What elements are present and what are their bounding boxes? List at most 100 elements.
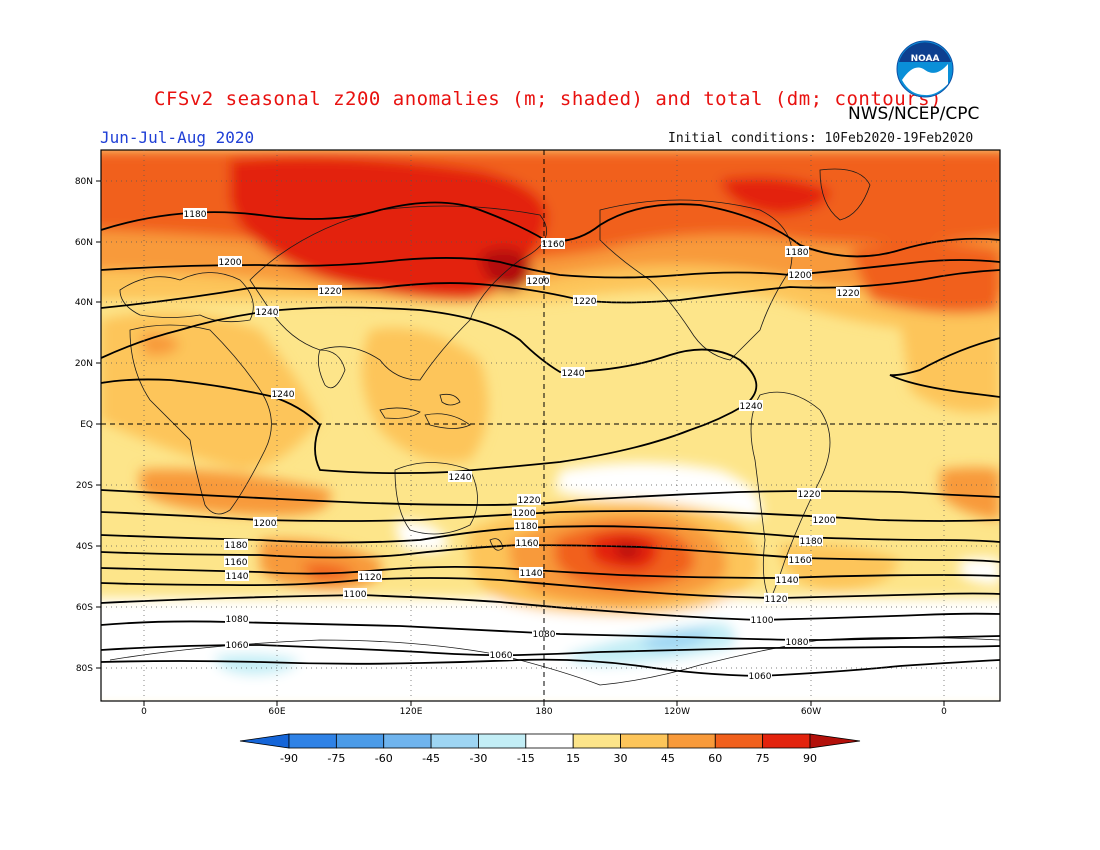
contour-label-bg (775, 574, 799, 585)
colorbar-label: 30 (614, 752, 628, 765)
contour-label-bg (448, 471, 472, 482)
contour-label-bg (788, 554, 812, 565)
initial-conditions-label: Initial conditions: 10Feb2020-19Feb2020 (668, 131, 974, 146)
height-contours (101, 201, 1000, 677)
contour-label: 1160 (542, 240, 565, 250)
contour-label: 1120 (765, 595, 788, 605)
contour-label-bg (526, 275, 550, 286)
contour-label-bg (739, 400, 763, 411)
colorbar-label: -30 (469, 752, 487, 765)
contour-label: 1180 (786, 248, 809, 258)
colorbar-label: 45 (661, 752, 675, 765)
colorbar-label: 15 (566, 752, 580, 765)
lon-label: 180 (535, 707, 552, 717)
contour-label-bg (224, 539, 248, 550)
contour-label-bg (512, 507, 536, 518)
colorbar-swatch (714, 733, 764, 749)
contour-label: 1200 (219, 258, 242, 268)
contour-label-bg (541, 238, 565, 249)
colorbar-swatch (620, 733, 669, 749)
contour-label-bg (224, 556, 248, 567)
contour-label: 1220 (837, 289, 860, 299)
colorbar-swatch (383, 733, 432, 749)
colorbar-arrow-low (239, 733, 290, 749)
plot-frame (100, 149, 1001, 702)
contour-label-bg (489, 649, 513, 660)
colorbar-label: 90 (803, 752, 817, 765)
contour-label: 1180 (800, 537, 823, 547)
contour-label-bg (183, 208, 207, 219)
contour-label-bg (343, 588, 367, 599)
colorbar-swatch (335, 733, 385, 749)
contour-label-bg (271, 388, 295, 399)
lat-label: 20S (76, 481, 93, 491)
contour-label: 1200 (789, 271, 812, 281)
colorbar-swatch (478, 733, 527, 749)
lon-label: 0 (941, 707, 947, 717)
contour-label-bg (797, 488, 821, 499)
chart-title: CFSv2 seasonal z200 anomalies (m; shaded… (154, 88, 942, 110)
contour-label: 1160 (516, 539, 539, 549)
lon-label: 60E (268, 707, 285, 717)
noaa-logo-text: NOAA (911, 54, 940, 64)
contour-label: 1100 (751, 616, 774, 626)
contour-label-bg (812, 514, 836, 525)
lon-label: 120W (664, 707, 690, 717)
contour-label-bg (573, 295, 597, 306)
contour-label: 1200 (813, 516, 836, 526)
contour-label-bg (785, 246, 809, 257)
lon-label: 120E (400, 707, 423, 717)
contour-label: 1140 (226, 572, 249, 582)
contour-label-bg (255, 306, 279, 317)
contour-label: 1220 (518, 496, 541, 506)
agency-label: NWS/NCEP/CPC (848, 104, 980, 124)
contour-label-bg (515, 537, 539, 548)
contour-label-bg (750, 614, 774, 625)
contour-label-bg (561, 367, 585, 378)
contour-label: 1200 (254, 519, 277, 529)
contour-label-bg (514, 520, 538, 531)
colorbar-label: -60 (375, 752, 393, 765)
noaa-logo-icon: NOAA (896, 40, 954, 98)
lat-label: 80S (76, 664, 93, 674)
contour-label: 1060 (226, 641, 249, 651)
lon-label: 0 (141, 707, 147, 717)
colorbar-swatch (572, 733, 621, 749)
graticule (101, 150, 1000, 701)
contour-label: 1120 (359, 573, 382, 583)
colorbar-label: -15 (517, 752, 535, 765)
lat-label: 60S (76, 603, 93, 613)
contour-label-bg (358, 571, 382, 582)
contour-label-bg (785, 636, 809, 647)
contour-label-bg (225, 613, 249, 624)
contour-label-bg (748, 670, 772, 681)
lat-label: EQ (80, 420, 93, 430)
colorbar-label: 75 (756, 752, 770, 765)
contour-label: 1220 (319, 287, 342, 297)
contour-label: 1140 (776, 576, 799, 586)
contour-labels: 1180 1200 1220 1240 1240 1160 1200 1220 1240 1240… (183, 208, 860, 682)
colorbar-label: -45 (422, 752, 440, 765)
contour-label: 1200 (513, 509, 536, 519)
colorbar-swatch (667, 733, 716, 749)
contour-label: 1180 (515, 522, 538, 532)
lon-label: 60W (801, 707, 821, 717)
contour-label: 1220 (798, 490, 821, 500)
contour-label-bg (318, 285, 342, 296)
contour-label-bg (517, 494, 541, 505)
latitude-axis: 80N 60N 40N 20N EQ 20S 40S 60S 80S (75, 177, 101, 674)
contour-label: 1240 (449, 473, 472, 483)
contour-label: 1080 (226, 615, 249, 625)
contour-label: 1100 (344, 590, 367, 600)
contour-label: 1160 (225, 558, 248, 568)
season-label: Jun-Jul-Aug 2020 (100, 128, 255, 147)
colorbar-label: 60 (708, 752, 722, 765)
contour-label: 1200 (527, 277, 550, 287)
colorbar-swatch (525, 733, 574, 749)
lat-label: 20N (75, 359, 93, 369)
lat-label: 80N (75, 177, 93, 187)
colorbar-swatch (762, 733, 811, 749)
contour-label: 1240 (272, 390, 295, 400)
contour-label-bg (836, 287, 860, 298)
